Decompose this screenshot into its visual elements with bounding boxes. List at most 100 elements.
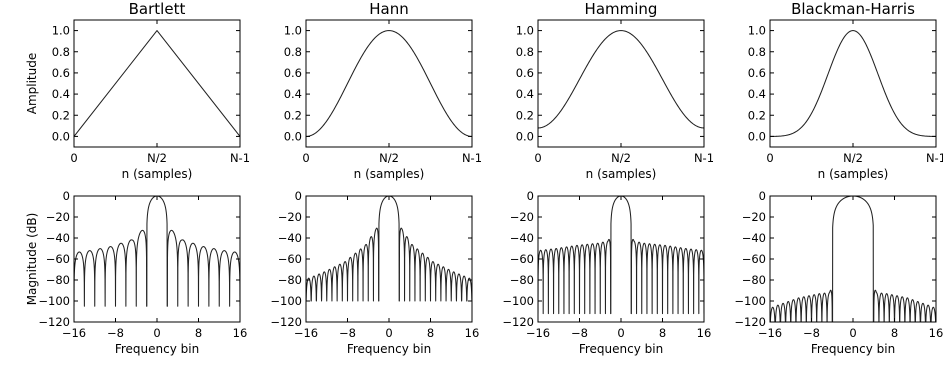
x-tick-label: N/2 bbox=[611, 151, 631, 165]
y-tick-label: −60 bbox=[278, 252, 302, 266]
spectrum-hann-curve bbox=[306, 196, 472, 302]
y-tick-label: 0.2 bbox=[516, 108, 534, 122]
x-tick-label: −8 bbox=[107, 326, 124, 340]
x-tick-label: 16 bbox=[465, 326, 480, 340]
y-tick-label: 0.2 bbox=[52, 108, 70, 122]
y-tick-label: 0.6 bbox=[516, 66, 534, 80]
y-tick-label: −40 bbox=[742, 231, 766, 245]
y-tick-label: 0.0 bbox=[516, 129, 534, 143]
y-tick-label: 0.8 bbox=[52, 45, 70, 59]
y-tick-label: −80 bbox=[278, 273, 302, 287]
x-tick-label: 0 bbox=[617, 326, 624, 340]
x-tick-label: 0 bbox=[153, 326, 160, 340]
y-tick-label: 0 bbox=[759, 189, 766, 203]
window-bartlett-panel: 0 N/2 N-1 0.0 0.2 0.4 0.6 0.8 1.0 Bartlett n (samp… bbox=[25, 0, 250, 181]
y-tick-label: −20 bbox=[742, 210, 766, 224]
x-tick-label: 0 bbox=[534, 151, 541, 165]
window-blackman-harris-panel: 0 N/2 N-1 0.0 0.2 0.4 0.6 0.8 1.0 Blackman-Harris… bbox=[748, 0, 943, 181]
x-tick-label: −8 bbox=[339, 326, 356, 340]
y-tick-label: −120 bbox=[502, 315, 534, 329]
spectrum-hann-frame bbox=[305, 195, 473, 323]
y-tick-label: 0.4 bbox=[284, 87, 302, 101]
panel-title: Hamming bbox=[585, 0, 658, 18]
y-tick-label: −100 bbox=[502, 294, 534, 308]
y-tick-label: 0 bbox=[295, 189, 302, 203]
spectrum-hamming-frame bbox=[537, 195, 705, 323]
x-axis-label: n (samples) bbox=[122, 167, 193, 181]
window-hamming-frame bbox=[537, 19, 705, 148]
x-tick-label: N/2 bbox=[843, 151, 863, 165]
x-axis-label: n (samples) bbox=[818, 167, 889, 181]
y-tick-label: −120 bbox=[270, 315, 302, 329]
y-tick-label: 0.4 bbox=[516, 87, 534, 101]
spectrum-hamming-panel: −16 −8 0 8 160−20−40−60−80−100−120Frequency … bbox=[502, 189, 711, 356]
y-tick-label: 0.0 bbox=[748, 129, 766, 143]
y-tick-label: −20 bbox=[46, 210, 70, 224]
y-axis-label: Magnitude (dB) bbox=[25, 213, 39, 306]
x-tick-label: −16 bbox=[294, 326, 318, 340]
x-tick-label: 16 bbox=[233, 326, 248, 340]
x-tick-label: N/2 bbox=[147, 151, 167, 165]
y-tick-label: 0.6 bbox=[748, 66, 766, 80]
y-tick-label: −60 bbox=[46, 252, 70, 266]
y-tick-label: 1.0 bbox=[284, 24, 302, 38]
y-axis-label: Amplitude bbox=[25, 53, 39, 115]
spectrum-hamming-curve bbox=[538, 196, 704, 315]
y-tick-label: −80 bbox=[510, 273, 534, 287]
window-bartlett-curve bbox=[74, 30, 240, 137]
x-axis-label: Frequency bin bbox=[579, 342, 663, 356]
x-tick-label: 8 bbox=[195, 326, 202, 340]
x-tick-label: 16 bbox=[929, 326, 943, 340]
y-tick-label: −20 bbox=[278, 210, 302, 224]
x-axis-label: Frequency bin bbox=[811, 342, 895, 356]
panel-title: Bartlett bbox=[129, 0, 186, 18]
spectrum-blackman-harris-curve bbox=[770, 196, 936, 322]
y-tick-label: −80 bbox=[742, 273, 766, 287]
window-hann-panel: 0 N/2 N-1 0.0 0.2 0.4 0.6 0.8 1.0 Hann n (samples) bbox=[284, 0, 482, 181]
x-tick-label: 8 bbox=[891, 326, 898, 340]
x-tick-label: 8 bbox=[427, 326, 434, 340]
window-hann-frame bbox=[305, 19, 473, 148]
window-hamming-curve bbox=[538, 30, 704, 129]
y-tick-label: −80 bbox=[46, 273, 70, 287]
y-tick-label: 0.0 bbox=[284, 129, 302, 143]
window-hamming-panel: 0 N/2 N-1 0.0 0.2 0.4 0.6 0.8 1.0 Hamming n (sampl… bbox=[516, 0, 714, 181]
x-tick-label: 16 bbox=[697, 326, 712, 340]
panel-title: Hann bbox=[369, 0, 409, 18]
window-hann-curve bbox=[306, 30, 472, 137]
spectrum-blackman-harris-panel: −16 −8 0 8 160−20−40−60−80−100−120Frequency … bbox=[734, 189, 943, 356]
y-tick-label: −40 bbox=[46, 231, 70, 245]
x-tick-label: −16 bbox=[62, 326, 86, 340]
y-tick-label: −40 bbox=[278, 231, 302, 245]
x-axis-label: Frequency bin bbox=[347, 342, 431, 356]
x-tick-label: 8 bbox=[659, 326, 666, 340]
y-tick-label: 0.4 bbox=[748, 87, 766, 101]
panel-title: Blackman-Harris bbox=[791, 0, 915, 18]
x-tick-label: −8 bbox=[803, 326, 820, 340]
y-tick-label: 0.8 bbox=[516, 45, 534, 59]
x-tick-label: 0 bbox=[849, 326, 856, 340]
y-tick-label: 0.2 bbox=[284, 108, 302, 122]
x-axis-label: n (samples) bbox=[586, 167, 657, 181]
y-tick-label: 0.2 bbox=[748, 108, 766, 122]
y-tick-label: −100 bbox=[38, 294, 70, 308]
x-axis-label: n (samples) bbox=[354, 167, 425, 181]
y-tick-label: −40 bbox=[510, 231, 534, 245]
spectrum-hann-panel: −16 −8 0 8 160−20−40−60−80−100−120Frequency … bbox=[270, 189, 479, 356]
y-tick-label: −120 bbox=[734, 315, 766, 329]
x-tick-label: −16 bbox=[526, 326, 550, 340]
x-tick-label: −8 bbox=[571, 326, 588, 340]
y-tick-label: −60 bbox=[510, 252, 534, 266]
spectrum-bartlett-panel: −16 −8 0 8 160−20−40−60−80−100−120Frequency … bbox=[25, 189, 247, 356]
spectrum-bartlett-frame bbox=[73, 195, 241, 323]
y-tick-label: −60 bbox=[742, 252, 766, 266]
x-tick-label: 0 bbox=[385, 326, 392, 340]
spectrum-bartlett-curve bbox=[74, 196, 240, 307]
y-tick-label: −100 bbox=[270, 294, 302, 308]
y-tick-label: 1.0 bbox=[516, 24, 534, 38]
y-tick-label: 1.0 bbox=[748, 24, 766, 38]
x-tick-label: 0 bbox=[766, 151, 773, 165]
y-tick-label: 0 bbox=[527, 189, 534, 203]
window-blackman-harris-curve bbox=[770, 30, 936, 137]
